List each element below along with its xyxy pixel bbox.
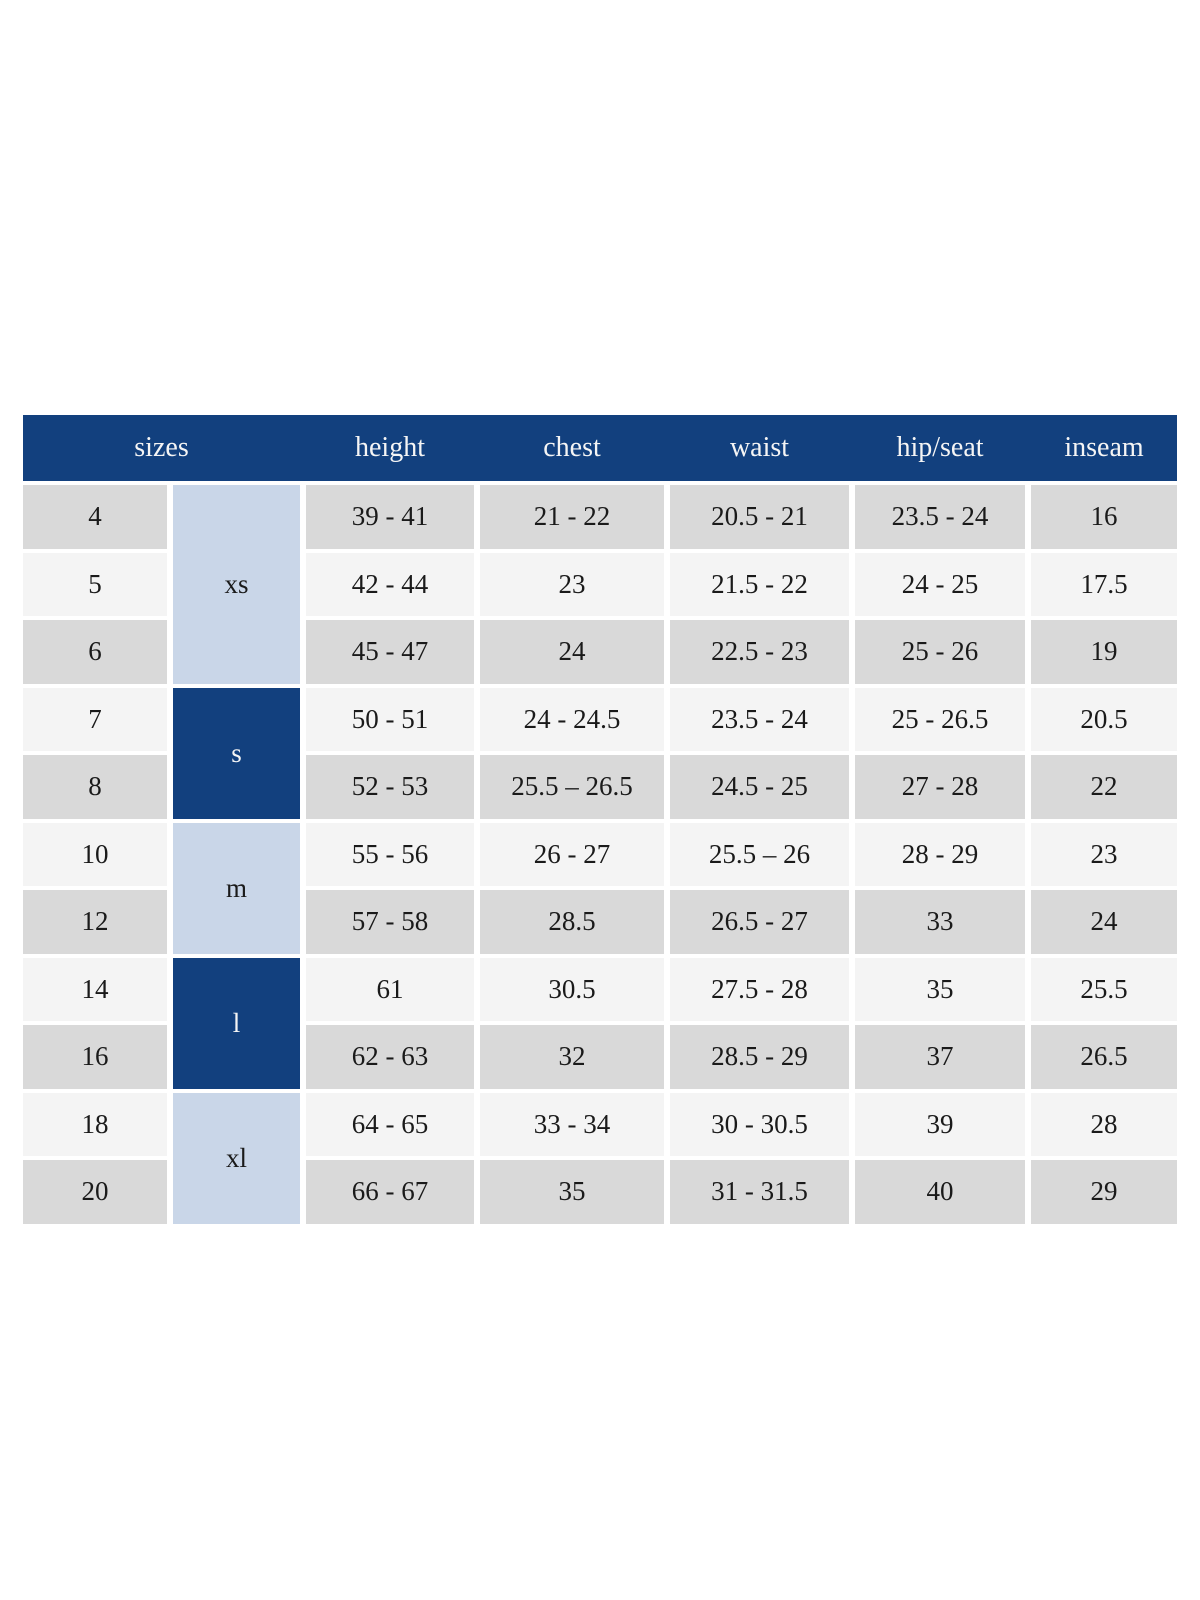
- hip-seat-cell: 40: [855, 1160, 1025, 1224]
- waist-cell: 23.5 - 24: [670, 687, 849, 751]
- waist-cell: 25.5 – 26: [670, 822, 849, 886]
- waist-cell: 31 - 31.5: [670, 1160, 849, 1224]
- height-cell: 39 - 41: [306, 485, 474, 549]
- size-group-cell-xl: xl: [173, 1092, 300, 1224]
- height-cell: 55 - 56: [306, 822, 474, 886]
- height-cell: 66 - 67: [306, 1160, 474, 1224]
- waist-cell: 20.5 - 21: [670, 485, 849, 549]
- size-number-cell: 16: [23, 1025, 167, 1089]
- size-number-cell: 10: [23, 822, 167, 886]
- height-cell: 61: [306, 957, 474, 1021]
- column-header-sizes: sizes: [134, 432, 189, 463]
- hip-seat-cell: 28 - 29: [855, 822, 1025, 886]
- chest-cell: 23: [480, 552, 664, 616]
- inseam-cell: 16: [1031, 485, 1177, 549]
- chest-cell: 24 - 24.5: [480, 687, 664, 751]
- inseam-cell: 17.5: [1031, 552, 1177, 616]
- inseam-cell: 26.5: [1031, 1025, 1177, 1089]
- size-number-cell: 14: [23, 957, 167, 1021]
- size-group-cell-xs: xs: [173, 485, 300, 684]
- size-number-cell: 5: [23, 552, 167, 616]
- inseam-cell: 23: [1031, 822, 1177, 886]
- hip-seat-cell: 25 - 26: [855, 620, 1025, 684]
- chest-cell: 25.5 – 26.5: [480, 755, 664, 819]
- size-number-cell: 12: [23, 890, 167, 954]
- size-number-cell: 4: [23, 485, 167, 549]
- waist-cell: 22.5 - 23: [670, 620, 849, 684]
- hip-seat-cell: 37: [855, 1025, 1025, 1089]
- height-cell: 52 - 53: [306, 755, 474, 819]
- column-header-height: height: [355, 432, 425, 463]
- chest-cell: 35: [480, 1160, 664, 1224]
- waist-cell: 27.5 - 28: [670, 957, 849, 1021]
- inseam-cell: 29: [1031, 1160, 1177, 1224]
- height-cell: 64 - 65: [306, 1092, 474, 1156]
- size-group-cell-s: s: [173, 687, 300, 819]
- hip-seat-cell: 35: [855, 957, 1025, 1021]
- size-chart-table: sizes height chest waist hip/seat inseam…: [23, 415, 1177, 1224]
- hip-seat-cell: 25 - 26.5: [855, 687, 1025, 751]
- height-cell: 50 - 51: [306, 687, 474, 751]
- height-cell: 62 - 63: [306, 1025, 474, 1089]
- table-header-row: sizes height chest waist hip/seat inseam: [23, 415, 1177, 481]
- size-group-cell-l: l: [173, 957, 300, 1089]
- waist-cell: 24.5 - 25: [670, 755, 849, 819]
- chest-cell: 30.5: [480, 957, 664, 1021]
- size-number-cell: 6: [23, 620, 167, 684]
- height-cell: 42 - 44: [306, 552, 474, 616]
- column-header-inseam: inseam: [1064, 432, 1144, 463]
- hip-seat-cell: 39: [855, 1092, 1025, 1156]
- hip-seat-cell: 33: [855, 890, 1025, 954]
- hip-seat-cell: 27 - 28: [855, 755, 1025, 819]
- waist-cell: 26.5 - 27: [670, 890, 849, 954]
- size-group-cell-m: m: [173, 822, 300, 954]
- column-header-chest: chest: [543, 432, 601, 463]
- chest-cell: 33 - 34: [480, 1092, 664, 1156]
- waist-cell: 21.5 - 22: [670, 552, 849, 616]
- column-header-hip-seat: hip/seat: [896, 432, 984, 463]
- size-number-cell: 8: [23, 755, 167, 819]
- height-cell: 45 - 47: [306, 620, 474, 684]
- inseam-cell: 22: [1031, 755, 1177, 819]
- chest-cell: 32: [480, 1025, 664, 1089]
- size-number-cell: 7: [23, 687, 167, 751]
- height-cell: 57 - 58: [306, 890, 474, 954]
- chest-cell: 24: [480, 620, 664, 684]
- hip-seat-cell: 23.5 - 24: [855, 485, 1025, 549]
- chest-cell: 21 - 22: [480, 485, 664, 549]
- inseam-cell: 28: [1031, 1092, 1177, 1156]
- waist-cell: 30 - 30.5: [670, 1092, 849, 1156]
- size-number-cell: 20: [23, 1160, 167, 1224]
- inseam-cell: 25.5: [1031, 957, 1177, 1021]
- inseam-cell: 19: [1031, 620, 1177, 684]
- inseam-cell: 24: [1031, 890, 1177, 954]
- waist-cell: 28.5 - 29: [670, 1025, 849, 1089]
- inseam-cell: 20.5: [1031, 687, 1177, 751]
- size-number-cell: 18: [23, 1092, 167, 1156]
- chest-cell: 26 - 27: [480, 822, 664, 886]
- column-header-waist: waist: [729, 432, 790, 463]
- chest-cell: 28.5: [480, 890, 664, 954]
- hip-seat-cell: 24 - 25: [855, 552, 1025, 616]
